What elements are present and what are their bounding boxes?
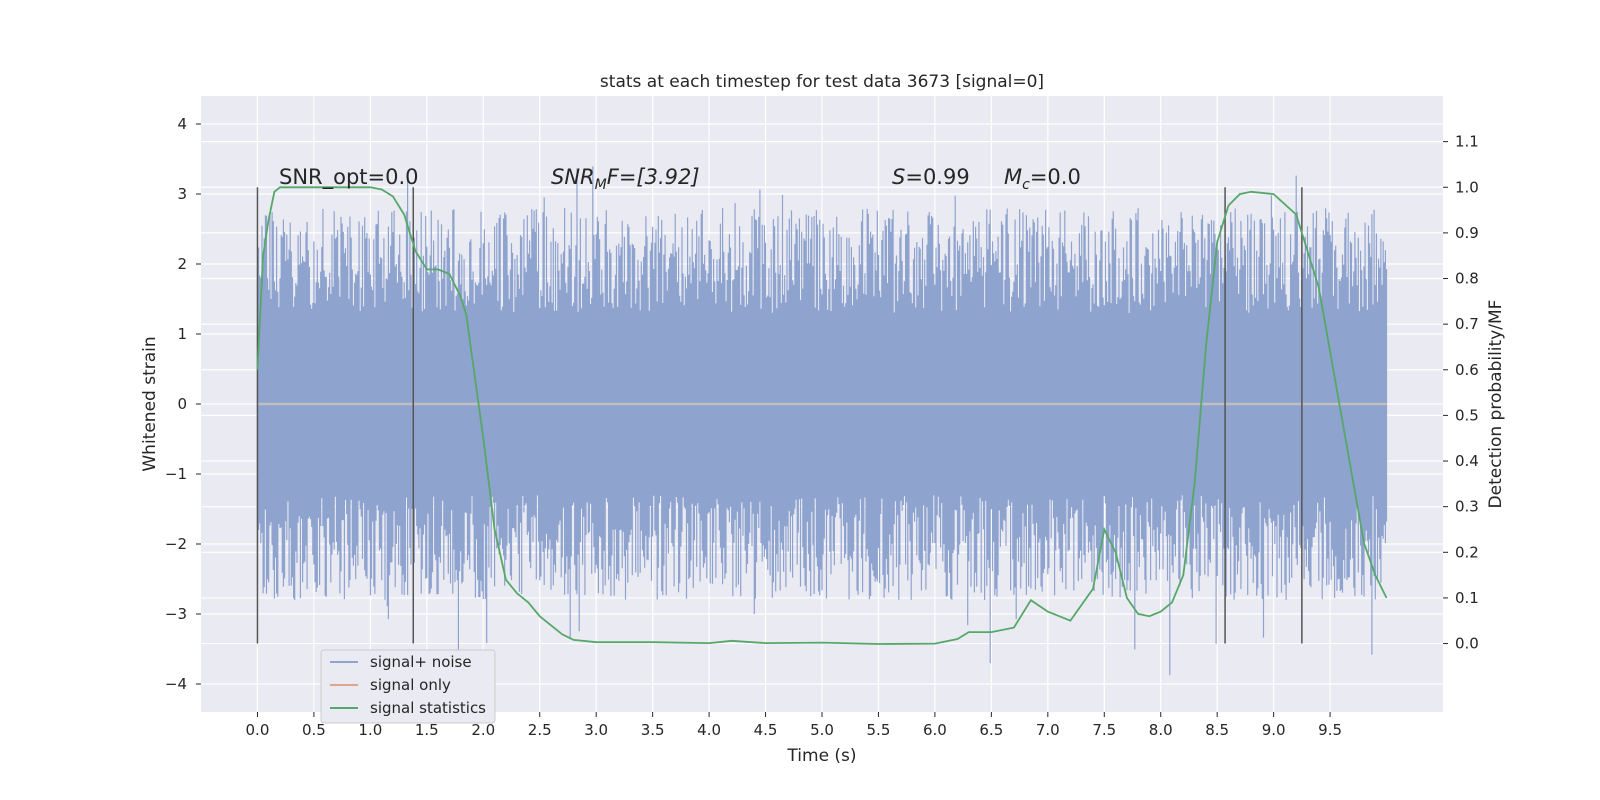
y-left-tick-label: 2 [177, 255, 187, 273]
x-tick-label: 6.5 [979, 721, 1003, 739]
legend-label-signal-only: signal only [370, 676, 451, 694]
y-right-tick-label: 0.5 [1455, 406, 1479, 424]
y-left-tick-label: 3 [177, 185, 187, 203]
snr-mf-base: SNR [551, 165, 595, 189]
x-tick-label: 7.0 [1036, 721, 1060, 739]
vertical-markers [256, 187, 1303, 644]
y-left-ticks: 4 3 2 1 0 −1 −2 −3 −4 [165, 115, 201, 693]
legend-label-statistics: signal statistics [370, 699, 486, 717]
x-tick-label: 4.0 [697, 721, 721, 739]
x-tick-label: 9.0 [1262, 721, 1286, 739]
x-tick-label: 5.0 [810, 721, 834, 739]
x-tick-label: 9.5 [1318, 721, 1342, 739]
x-ticks: 0.0 0.5 1.0 1.5 2.0 2.5 3.0 3.5 4.0 4.5 5.0 5.5 6.0 6… [246, 712, 1342, 739]
s-val: =0.99 [905, 165, 969, 189]
y-right-tick-label: 1.1 [1455, 133, 1479, 151]
snr-mf-rest: F=[3.92] [607, 165, 700, 189]
mc-val: =0.0 [1030, 165, 1081, 189]
chart-title: stats at each timestep for test data 367… [600, 72, 1044, 92]
y-right-tick-label: 0.1 [1455, 589, 1479, 607]
y-right-ticks: 1.1 1.0 0.9 0.8 0.7 0.6 0.5 0.4 0.3 0.2 0.1 0.0 [1443, 133, 1479, 653]
x-tick-label: 5.5 [867, 721, 891, 739]
snr-mf-sub: M [595, 177, 607, 193]
y-left-tick-label: 4 [177, 115, 187, 133]
y-right-tick-label: 0.0 [1455, 635, 1479, 653]
y-left-tick-label: 1 [177, 325, 187, 343]
y-left-tick-label: −3 [165, 605, 187, 623]
mc-sub: c [1022, 177, 1030, 193]
x-tick-label: 8.0 [1149, 721, 1173, 739]
x-tick-label: 0.5 [302, 721, 326, 739]
annotation-s: S=0.99 [892, 165, 970, 189]
x-tick-label: 8.5 [1205, 721, 1229, 739]
annotation-snr-opt: SNR_opt=0.0 [279, 165, 419, 190]
y-right-tick-label: 0.4 [1455, 452, 1479, 470]
legend: signal+ noise signal only signal statist… [320, 649, 496, 724]
x-tick-label: 4.5 [754, 721, 778, 739]
x-tick-label: 3.5 [641, 721, 665, 739]
y-right-tick-label: 0.8 [1455, 270, 1479, 288]
y-left-tick-label: 0 [177, 395, 187, 413]
x-axis-label: Time (s) [786, 746, 856, 766]
y-right-tick-label: 0.3 [1455, 498, 1479, 516]
mc-base: M [1004, 165, 1022, 189]
x-tick-label: 1.5 [415, 721, 439, 739]
y-right-tick-label: 1.0 [1455, 178, 1479, 196]
y-right-tick-label: 0.2 [1455, 543, 1479, 561]
y-left-tick-label: −1 [165, 465, 187, 483]
legend-box [320, 649, 496, 724]
y-right-tick-label: 0.7 [1455, 315, 1479, 333]
y-left-tick-label: −4 [165, 675, 187, 693]
annotation-snr-mf: SNRMF=[3.92] [551, 165, 700, 193]
signal-statistics-line [256, 186, 1388, 645]
annotation-mc: Mc=0.0 [1004, 165, 1081, 193]
x-tick-label: 3.0 [584, 721, 608, 739]
y-right-axis-label: Detection probability/MF [1486, 300, 1506, 509]
x-tick-label: 0.0 [246, 721, 270, 739]
s-var: S [892, 165, 905, 189]
x-tick-label: 1.0 [358, 721, 382, 739]
x-tick-label: 6.0 [923, 721, 947, 739]
y-right-tick-label: 0.6 [1455, 361, 1479, 379]
y-left-axis-label: Whitened strain [140, 336, 160, 471]
x-tick-label: 2.0 [471, 721, 495, 739]
legend-label-noise: signal+ noise [370, 653, 472, 671]
x-tick-label: 2.5 [528, 721, 552, 739]
y-right-tick-label: 0.9 [1455, 224, 1479, 242]
x-tick-label: 7.5 [1092, 721, 1116, 739]
y-left-tick-label: −2 [165, 535, 187, 553]
